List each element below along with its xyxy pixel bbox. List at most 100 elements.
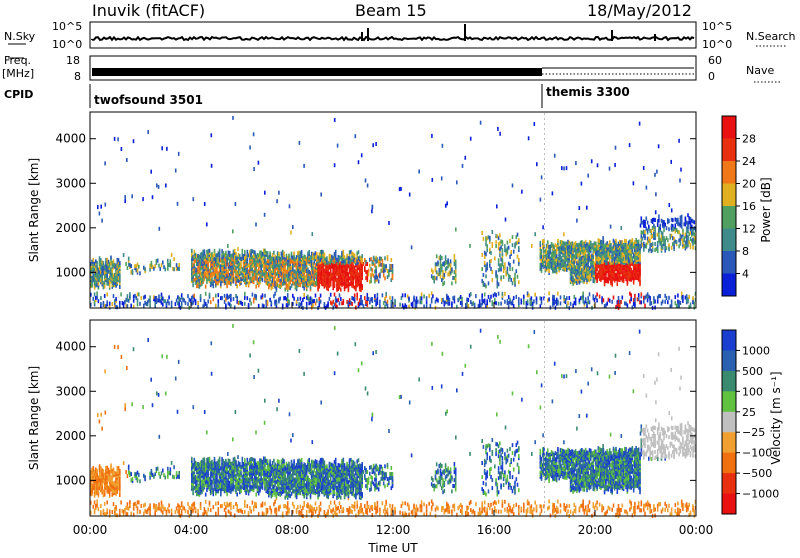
range-cell — [654, 173, 656, 177]
range-cell — [502, 240, 504, 244]
range-cell — [451, 281, 453, 285]
range-cell — [171, 253, 173, 257]
range-cell — [369, 264, 371, 268]
range-cell — [117, 137, 119, 141]
range-cell — [461, 297, 463, 301]
range-cell — [225, 304, 227, 308]
range-cell — [206, 222, 208, 226]
range-cell — [445, 204, 447, 208]
range-cell — [141, 296, 143, 300]
range-cell — [431, 134, 433, 138]
nave-tick-high: 60 — [708, 54, 722, 67]
range-cell — [518, 297, 520, 301]
range-cell — [131, 194, 133, 198]
range-cell — [129, 292, 131, 296]
range-cell — [512, 235, 514, 239]
range-cell — [455, 260, 457, 264]
range-cell — [276, 199, 278, 203]
y-tick-label: 1000 — [55, 265, 86, 279]
freq-tick-high: 18 — [66, 54, 80, 67]
range-cell — [104, 294, 106, 298]
range-cell — [356, 297, 358, 301]
range-cell — [499, 132, 501, 136]
range-cell — [440, 275, 442, 279]
range-cell — [399, 187, 401, 191]
range-cell — [178, 152, 180, 156]
range-cell — [632, 238, 634, 242]
range-cell — [582, 292, 584, 296]
range-cell — [441, 256, 443, 260]
range-cell — [533, 299, 535, 303]
range-cell — [303, 293, 305, 297]
range-cell — [413, 296, 415, 300]
range-cell — [499, 233, 501, 237]
nsky-tick-low: 10^0 — [52, 38, 82, 51]
range-cell — [215, 294, 217, 298]
cpid-twofsound: twofsound 3501 — [94, 93, 203, 107]
range-cell — [379, 273, 381, 277]
range-cell — [279, 297, 281, 301]
range-cell — [517, 233, 519, 237]
range-cell — [117, 305, 119, 309]
range-cell — [127, 294, 129, 298]
range-cell — [454, 300, 456, 304]
range-cell — [290, 231, 292, 235]
range-cell — [375, 142, 377, 146]
colorbar-tick-label: 20 — [742, 178, 756, 191]
range-cell — [442, 144, 444, 148]
range-cell — [367, 262, 369, 266]
colorbar-segment — [722, 251, 736, 274]
range-cell — [682, 295, 684, 299]
range-cell — [113, 294, 115, 298]
range-cell — [675, 295, 677, 299]
range-cell — [235, 202, 237, 206]
range-cell — [93, 297, 95, 301]
range-cell — [641, 216, 643, 220]
range-cell — [449, 302, 451, 306]
range-cell — [137, 477, 139, 481]
range-cell — [664, 243, 666, 247]
range-cell — [606, 302, 608, 306]
range-cell — [339, 301, 341, 305]
range-cell — [159, 267, 161, 271]
velocity-cells — [90, 321, 696, 518]
range-cell — [101, 219, 103, 223]
range-cell — [200, 294, 202, 298]
range-cell — [502, 258, 504, 262]
range-cell — [694, 232, 696, 236]
range-cell — [591, 159, 593, 163]
freq-unit-label: [MHz] — [2, 67, 34, 80]
range-cell — [338, 298, 340, 302]
range-cell — [110, 256, 112, 260]
range-cell — [649, 239, 651, 243]
range-cell — [301, 250, 303, 254]
range-cell — [320, 193, 322, 197]
range-cell — [644, 220, 646, 224]
range-cell — [205, 285, 207, 289]
range-cell — [367, 184, 369, 188]
range-cell — [647, 221, 649, 225]
range-cell — [418, 170, 420, 174]
range-cell — [276, 300, 278, 304]
range-cell — [690, 243, 692, 247]
range-cell — [625, 239, 627, 243]
nsearch-tick-high: 10^5 — [702, 20, 732, 33]
range-cell — [615, 146, 617, 150]
range-cell — [247, 258, 249, 262]
range-cell — [96, 291, 98, 295]
range-cell — [614, 163, 616, 167]
range-cell — [479, 299, 481, 303]
range-cell — [124, 199, 126, 203]
range-cell — [528, 293, 530, 297]
range-cell — [363, 262, 365, 266]
power-cells — [90, 113, 696, 310]
range-cell — [615, 239, 617, 243]
range-cell — [489, 298, 491, 302]
range-cell — [640, 224, 642, 228]
range-cell — [432, 294, 434, 298]
nsearch-label: N.Search — [746, 30, 796, 43]
range-cell — [165, 475, 167, 479]
range-cell — [364, 296, 366, 300]
range-cell — [627, 303, 629, 307]
range-cell — [681, 219, 683, 223]
